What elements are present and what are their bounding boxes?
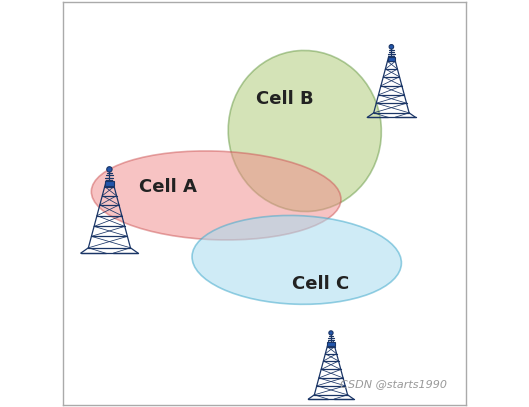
Text: Cell A: Cell A — [139, 178, 197, 197]
Text: Cell B: Cell B — [256, 90, 314, 108]
Text: CSDN @starts1990: CSDN @starts1990 — [340, 379, 447, 389]
FancyBboxPatch shape — [327, 342, 335, 346]
Text: Cell C: Cell C — [292, 275, 350, 293]
FancyBboxPatch shape — [388, 57, 395, 61]
Circle shape — [389, 44, 394, 49]
Ellipse shape — [92, 151, 341, 240]
FancyBboxPatch shape — [105, 181, 114, 186]
Circle shape — [107, 167, 112, 172]
Ellipse shape — [192, 215, 402, 304]
Ellipse shape — [228, 50, 381, 212]
Circle shape — [329, 331, 333, 335]
